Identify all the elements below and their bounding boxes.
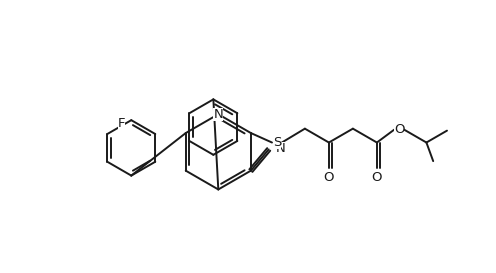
Text: S: S <box>273 136 281 149</box>
Text: O: O <box>372 171 382 184</box>
Text: N: N <box>213 108 223 121</box>
Text: O: O <box>394 123 404 136</box>
Text: F: F <box>118 117 125 130</box>
Text: O: O <box>323 171 334 184</box>
Text: N: N <box>276 142 285 155</box>
